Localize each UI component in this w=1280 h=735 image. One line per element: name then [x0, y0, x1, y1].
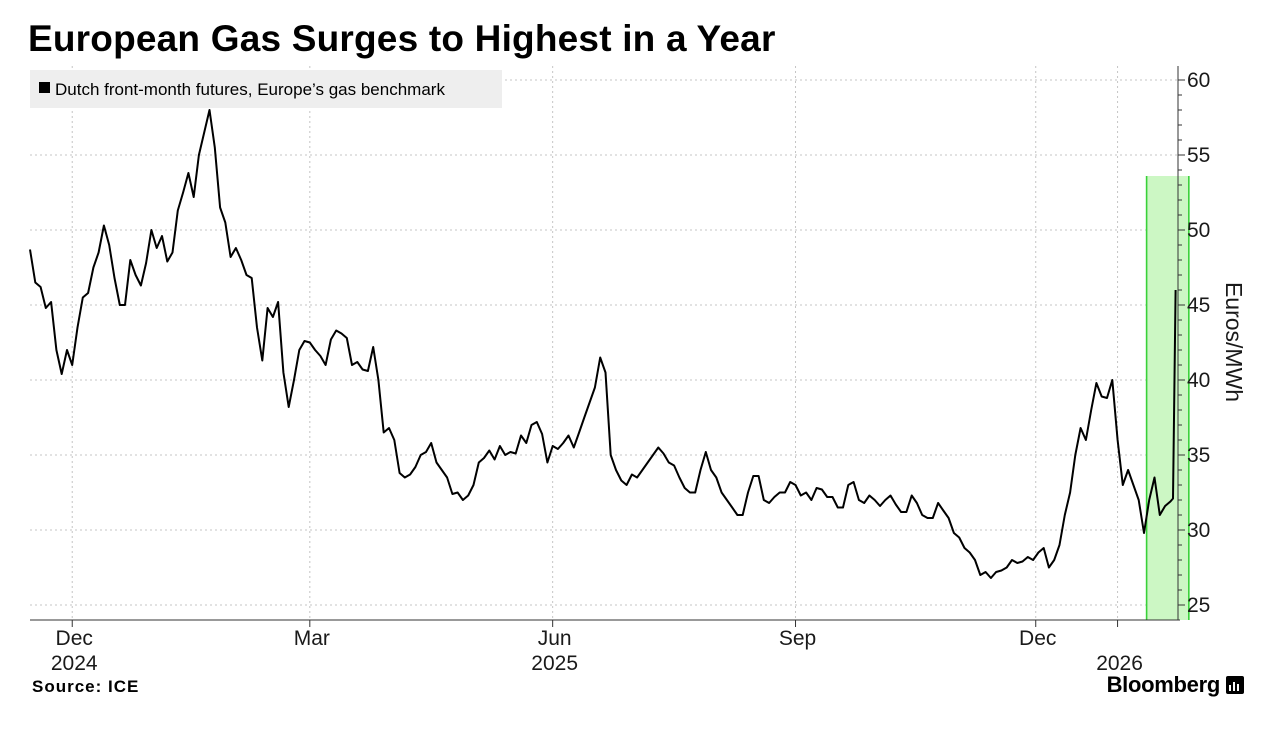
- y-tick-label-40: 40: [1187, 369, 1210, 392]
- legend: Dutch front-month futures, Europe’s gas …: [30, 70, 502, 108]
- source-label: Source: ICE: [32, 677, 140, 696]
- x-year-label-5: 2026: [1096, 652, 1143, 675]
- series-line-layer: [29, 109, 1177, 579]
- legend-background: [30, 70, 502, 108]
- y-tick-label-55: 55: [1187, 144, 1210, 167]
- x-tick-label-1: Mar: [294, 627, 330, 650]
- y-tick-label-25: 25: [1187, 594, 1210, 617]
- legend-swatch: [39, 82, 50, 93]
- highlight-band: [1146, 176, 1189, 620]
- x-tick-label-3: Sep: [779, 627, 816, 650]
- bloomberg-terminal-icon: [1226, 676, 1244, 694]
- y-tick-label-35: 35: [1187, 444, 1210, 467]
- x-tick-label-2: Jun: [538, 627, 572, 650]
- x-tick-label-4: Dec: [1019, 627, 1056, 650]
- brand-name: Bloomberg: [1106, 672, 1221, 697]
- legend-label: Dutch front-month futures, Europe’s gas …: [55, 80, 445, 99]
- x-year-label-0: 2024: [51, 652, 98, 675]
- highlight-region: [1145, 176, 1190, 620]
- bloomberg-logo: Bloomberg: [1107, 672, 1244, 698]
- y-tick-label-50: 50: [1187, 219, 1210, 242]
- y-tick-label-60: 60: [1187, 69, 1210, 92]
- y-tick-label-30: 30: [1187, 519, 1210, 542]
- y-tick-label-45: 45: [1187, 294, 1210, 317]
- chart-title: European Gas Surges to Highest in a Year: [28, 18, 776, 59]
- x-tick-label-0: Dec: [56, 627, 93, 650]
- y-axis-title: Euros/MWh: [1221, 282, 1247, 402]
- gridlines: [30, 66, 1178, 620]
- series-line-0: [29, 109, 1177, 579]
- x-year-label-2: 2025: [531, 652, 578, 675]
